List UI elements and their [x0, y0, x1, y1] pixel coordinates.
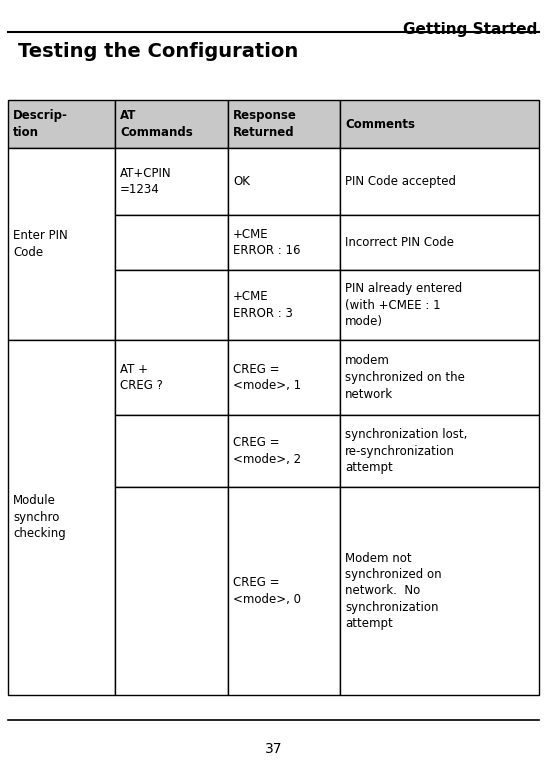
Bar — [115, 487, 228, 695]
Text: Testing the Configuration: Testing the Configuration — [18, 42, 298, 61]
Text: OK: OK — [233, 175, 250, 188]
Bar — [228, 215, 340, 270]
Text: +CME
ERROR : 16: +CME ERROR : 16 — [233, 228, 300, 258]
Bar — [8, 148, 115, 340]
Bar — [228, 270, 340, 340]
Bar — [228, 148, 340, 215]
Bar — [115, 215, 228, 270]
Text: Incorrect PIN Code: Incorrect PIN Code — [345, 236, 454, 249]
Text: Modem not
synchronized on
network.  No
synchronization
attempt: Modem not synchronized on network. No sy… — [345, 552, 441, 630]
Text: Response
Returned: Response Returned — [233, 109, 297, 139]
Bar — [115, 270, 228, 340]
Bar — [115, 415, 228, 487]
Text: AT+CPIN
=1234: AT+CPIN =1234 — [120, 167, 172, 197]
Text: PIN already entered
(with +CMEE : 1
mode): PIN already entered (with +CMEE : 1 mode… — [345, 282, 462, 328]
Text: Comments: Comments — [345, 117, 415, 130]
Text: CREG =
<mode>, 1: CREG = <mode>, 1 — [233, 363, 301, 392]
Bar — [228, 100, 340, 148]
Bar — [340, 215, 539, 270]
Text: synchronization lost,
re-synchronization
attempt: synchronization lost, re-synchronization… — [345, 428, 467, 474]
Bar — [8, 100, 115, 148]
Bar — [340, 415, 539, 487]
Text: +CME
ERROR : 3: +CME ERROR : 3 — [233, 290, 293, 320]
Text: PIN Code accepted: PIN Code accepted — [345, 175, 456, 188]
Bar — [340, 270, 539, 340]
Bar — [115, 100, 228, 148]
Text: 37: 37 — [265, 742, 282, 756]
Text: AT +
CREG ?: AT + CREG ? — [120, 363, 163, 392]
Text: CREG =
<mode>, 2: CREG = <mode>, 2 — [233, 437, 301, 466]
Text: Enter PIN
Code: Enter PIN Code — [13, 229, 68, 259]
Bar — [8, 340, 115, 695]
Text: modem
synchronized on the
network: modem synchronized on the network — [345, 354, 465, 401]
Bar — [228, 487, 340, 695]
Bar — [115, 340, 228, 415]
Bar — [228, 415, 340, 487]
Bar — [340, 148, 539, 215]
Bar — [228, 340, 340, 415]
Bar — [340, 100, 539, 148]
Bar — [340, 487, 539, 695]
Text: Module
synchro
checking: Module synchro checking — [13, 495, 66, 540]
Bar — [115, 148, 228, 215]
Text: AT
Commands: AT Commands — [120, 109, 193, 139]
Text: Getting Started: Getting Started — [403, 22, 537, 37]
Text: Descrip-
tion: Descrip- tion — [13, 109, 68, 139]
Text: CREG =
<mode>, 0: CREG = <mode>, 0 — [233, 576, 301, 606]
Bar — [340, 340, 539, 415]
